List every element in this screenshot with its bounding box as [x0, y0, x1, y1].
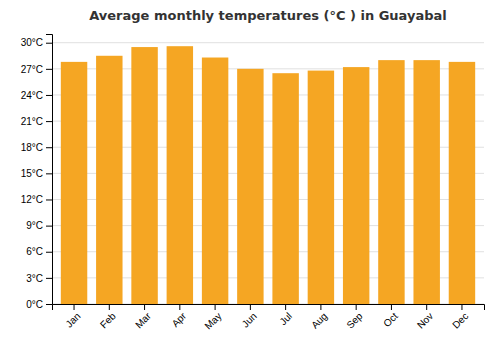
tick: Jul: [277, 304, 294, 327]
tick-mark: [46, 226, 52, 227]
tick-mark: [46, 69, 52, 70]
tick-label: May: [202, 310, 223, 331]
tick-mark: [46, 304, 52, 305]
tick: Mar: [133, 304, 153, 330]
bar: [308, 71, 334, 304]
tick: 3°C: [26, 273, 52, 284]
tick-label: 30°C: [21, 37, 43, 48]
tick-label: 12°C: [21, 194, 43, 205]
tick-mark: [46, 95, 52, 96]
tick: 12°C: [21, 194, 52, 205]
tick-label: 3°C: [26, 273, 43, 284]
bar: [343, 67, 369, 304]
bar: [61, 62, 87, 304]
grid: [52, 43, 484, 304]
tick-mark: [250, 304, 251, 310]
axis-line: [53, 305, 485, 311]
bar: [413, 60, 439, 304]
bars: [61, 46, 475, 304]
tick-mark: [109, 304, 110, 310]
tick: Jun: [240, 304, 259, 330]
tick: Aug: [309, 304, 329, 331]
tick-mark: [46, 252, 52, 253]
tick-label: Apr: [170, 310, 189, 329]
bar: [96, 56, 122, 304]
tick-label: Dec: [450, 310, 470, 330]
title: Average monthly temperatures (°C ) in Gu…: [89, 8, 447, 23]
tick: 27°C: [21, 64, 52, 75]
tick: Sep: [344, 304, 365, 331]
tick-mark: [179, 304, 180, 310]
bar: [237, 69, 263, 304]
tick-label: 24°C: [21, 90, 43, 101]
tick-mark: [46, 199, 52, 200]
tick: May: [202, 304, 223, 332]
axis-line: [46, 35, 53, 305]
tick-label: 21°C: [21, 116, 43, 127]
tick-mark: [285, 304, 286, 310]
tick: 18°C: [21, 142, 52, 153]
x-axis: Jan Feb Mar Apr May Jun Jul Aug Sep Oct Nov Dec: [53, 304, 485, 332]
tick-label: Feb: [98, 310, 118, 330]
tick-mark: [46, 173, 52, 174]
tick-mark: [356, 304, 357, 310]
tick-label: 6°C: [26, 246, 43, 257]
tick: 21°C: [21, 116, 52, 127]
tick: 15°C: [21, 168, 52, 179]
tick-label: Aug: [309, 310, 329, 330]
tick-mark: [46, 43, 52, 44]
tick: 9°C: [26, 220, 52, 231]
tick-label: Mar: [133, 310, 153, 330]
bar: [131, 47, 157, 304]
tick-mark: [320, 304, 321, 310]
tick-mark: [426, 304, 427, 310]
tick: Oct: [381, 304, 400, 329]
tick-mark: [144, 304, 145, 310]
tick-label: Jul: [277, 310, 294, 327]
tick: Dec: [450, 304, 470, 331]
tick-label: 0°C: [26, 299, 43, 310]
tick-label: Jan: [63, 310, 82, 329]
tick-label: 18°C: [21, 142, 43, 153]
tick-label: 27°C: [21, 64, 43, 75]
tick-label: Oct: [381, 310, 400, 329]
bar: [202, 58, 228, 304]
tick-label: Jun: [240, 310, 259, 329]
bar: [272, 73, 298, 304]
tick-mark: [46, 121, 52, 122]
chart: 0°C 3°C 6°C 9°C 12°C 15°C 18°C 21°C 24°C 27°C 30°C…: [0, 0, 500, 350]
tick: Feb: [98, 304, 118, 330]
tick: 24°C: [21, 90, 52, 101]
bar: [449, 62, 475, 304]
bar: [378, 60, 404, 304]
tick-mark: [74, 304, 75, 310]
plot: 0°C 3°C 6°C 9°C 12°C 15°C 18°C 21°C 24°C 27°C 30°C…: [21, 35, 485, 332]
bar: [167, 46, 193, 304]
tick: 0°C: [26, 299, 52, 310]
tick-label: Nov: [415, 310, 435, 330]
tick-mark: [391, 304, 392, 310]
tick-label: Sep: [344, 310, 365, 331]
tick-label: 15°C: [21, 168, 43, 179]
tick-mark: [46, 278, 52, 279]
tick-mark: [46, 147, 52, 148]
tick: 6°C: [26, 246, 52, 257]
grid-line: [52, 42, 484, 43]
tick-label: 9°C: [26, 220, 43, 231]
tick: Nov: [415, 304, 435, 331]
y-axis: 0°C 3°C 6°C 9°C 12°C 15°C 18°C 21°C 24°C 27°C 30°C: [21, 35, 53, 310]
tick: 30°C: [21, 37, 52, 48]
tick: Jan: [63, 304, 82, 330]
tick: Apr: [170, 304, 189, 329]
tick-mark: [215, 304, 216, 310]
tick-mark: [461, 304, 462, 310]
